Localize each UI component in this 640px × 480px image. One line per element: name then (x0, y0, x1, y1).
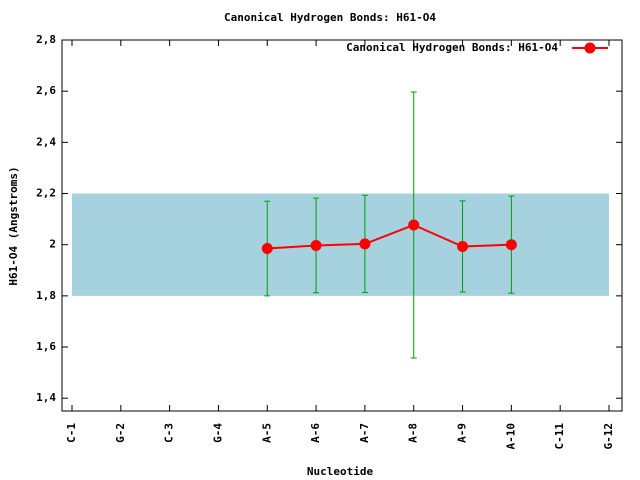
y-tick-label: 2 (49, 238, 56, 251)
x-tick-label: C-3 (163, 423, 176, 443)
x-tick-label: A-7 (358, 423, 371, 443)
y-tick-label: 2,4 (36, 135, 56, 148)
x-tick-label: A-8 (407, 423, 420, 443)
legend-label: Canonical Hydrogen Bonds: H61-O4 (346, 41, 558, 54)
x-tick-label: G-4 (211, 423, 224, 443)
y-tick-label: 2,6 (36, 84, 56, 97)
x-tick-label: G-12 (602, 423, 615, 450)
x-tick-label: C-1 (65, 423, 78, 443)
y-tick-label: 2,2 (36, 187, 56, 200)
point (310, 239, 322, 251)
point (261, 243, 273, 255)
x-tick-label: G-2 (114, 423, 127, 443)
chart-title: Canonical Hydrogen Bonds: H61-O4 (224, 11, 436, 24)
y-axis-label: H61-O4 (Angstroms) (7, 166, 20, 285)
point (359, 238, 371, 250)
y-tick-label: 1,4 (36, 391, 56, 404)
x-tick-label: A-6 (309, 423, 322, 443)
x-tick-label: C-11 (553, 423, 566, 450)
y-tick-label: 1,6 (36, 340, 56, 353)
point (457, 240, 469, 252)
point (408, 219, 420, 231)
y-tick-label: 2,8 (36, 33, 56, 46)
x-tick-label: A-5 (260, 423, 273, 443)
x-tick-label: A-10 (504, 423, 517, 450)
x-axis-label: Nucleotide (307, 465, 374, 478)
series-line (267, 223, 512, 250)
point (505, 239, 517, 251)
y-tick-label: 1,8 (36, 289, 56, 302)
legend-marker (584, 42, 596, 54)
x-tick-label: A-9 (456, 423, 469, 443)
plot-frame (61, 39, 623, 412)
